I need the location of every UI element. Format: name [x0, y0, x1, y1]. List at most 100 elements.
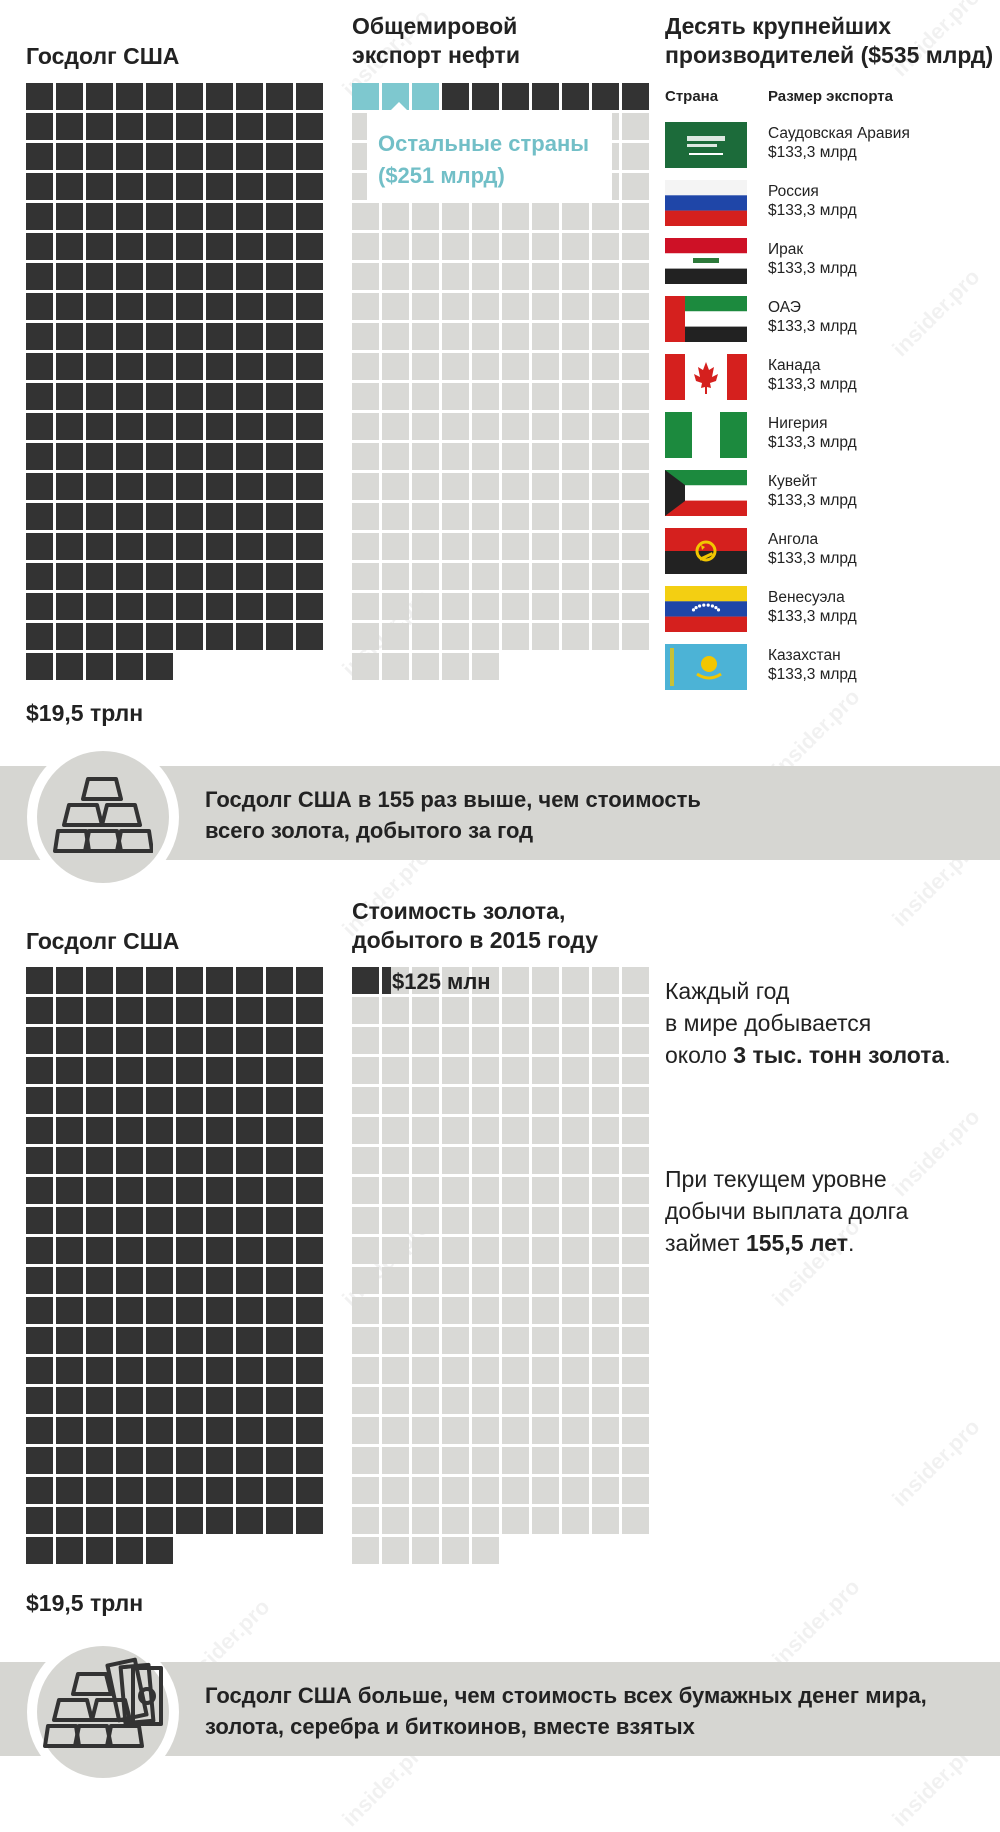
section1-middle-title-line2: экспорт нефти: [352, 42, 520, 68]
gold-cell: [472, 1387, 499, 1414]
debt-cell: [266, 1327, 293, 1354]
oil-cell: [502, 533, 529, 560]
debt-cell: [176, 413, 203, 440]
section2-left-title: Госдолг США: [26, 928, 180, 954]
debt-cell: [266, 383, 293, 410]
callout-line2: ($251 млрд): [378, 163, 505, 188]
country-name: Кувейт: [768, 473, 818, 490]
gold-cell: [592, 1117, 619, 1144]
debt-cell: [296, 1447, 323, 1474]
oil-cell: [502, 83, 529, 110]
gold-cell: [352, 1057, 379, 1084]
oil-cell: [412, 533, 439, 560]
debt-cell: [56, 623, 83, 650]
gold-cell: [622, 1357, 649, 1384]
gold-cell: [592, 1177, 619, 1204]
debt-cell: [296, 1087, 323, 1114]
oil-cell: [532, 83, 559, 110]
gold-cell: [532, 1177, 559, 1204]
oil-cell: [502, 353, 529, 380]
oil-cell: [532, 353, 559, 380]
gold-cell: [352, 1237, 379, 1264]
gold-and-money-icon: [43, 1657, 163, 1748]
debt-cell: [176, 623, 203, 650]
country-name: Венесуэла: [768, 589, 845, 606]
debt-cell: [206, 1507, 233, 1534]
debt-cell: [296, 1357, 323, 1384]
debt-cell: [266, 1267, 293, 1294]
gold-cell: [502, 1057, 529, 1084]
debt-cell: [176, 967, 203, 994]
gold-cell: [352, 997, 379, 1024]
debt-cell: [236, 1387, 263, 1414]
debt-cell: [56, 1417, 83, 1444]
debt-cell: [116, 143, 143, 170]
gold-cell: [352, 1297, 379, 1324]
debt-cell: [266, 1177, 293, 1204]
gold-cell: [532, 1027, 559, 1054]
debt-cell: [296, 1297, 323, 1324]
debt-cell: [116, 623, 143, 650]
gold-cell: [592, 1477, 619, 1504]
gold-cell: [592, 1447, 619, 1474]
oil-cell: [532, 593, 559, 620]
oil-cell: [532, 563, 559, 590]
debt-cell: [296, 173, 323, 200]
oil-cell: [562, 623, 589, 650]
gold-cell: [502, 1087, 529, 1114]
debt-cell: [146, 143, 173, 170]
debt-cell: [206, 233, 233, 260]
gold-cell-partial: [382, 967, 391, 994]
oil-cell: [472, 203, 499, 230]
debt-cell: [86, 1537, 113, 1564]
gold-cell: [622, 1387, 649, 1414]
gold-cell: [622, 1177, 649, 1204]
debt-cell: [176, 473, 203, 500]
oil-cell: [472, 593, 499, 620]
oil-cell: [352, 263, 379, 290]
gold-cell: [442, 1177, 469, 1204]
oil-cell: [412, 353, 439, 380]
debt-cell: [206, 563, 233, 590]
debt-cell: [26, 1537, 53, 1564]
gold-cell: [592, 1087, 619, 1114]
debt-cell: [26, 1507, 53, 1534]
oil-cell: [502, 293, 529, 320]
gold-cell: [592, 1297, 619, 1324]
debt-cell: [296, 1027, 323, 1054]
debt-cell: [296, 293, 323, 320]
oil-cell: [562, 443, 589, 470]
debt-cell: [116, 203, 143, 230]
gold-cell: [382, 1147, 409, 1174]
debt-cell: [206, 1417, 233, 1444]
country-entry: Саудовская Аравия $133,3 млрд: [768, 124, 910, 162]
oil-cell: [622, 503, 649, 530]
gold-cell: [382, 1297, 409, 1324]
oil-cell: [502, 323, 529, 350]
gold-cell: [382, 1057, 409, 1084]
debt-cell: [116, 1537, 143, 1564]
debt-cell: [176, 353, 203, 380]
debt-cell: [206, 353, 233, 380]
debt-cell: [176, 1237, 203, 1264]
oil-cell: [442, 233, 469, 260]
debt-cell: [236, 443, 263, 470]
debt-cell: [236, 1267, 263, 1294]
saudi-arabia-flag: [665, 122, 747, 168]
debt-cell: [176, 563, 203, 590]
oil-cell: [412, 83, 439, 110]
country-entry: Нигерия $133,3 млрд: [768, 414, 857, 452]
debt-cell: [56, 653, 83, 680]
debt-cell: [26, 1447, 53, 1474]
oil-cell: [412, 263, 439, 290]
debt-cell: [206, 143, 233, 170]
gold-cell: [622, 1087, 649, 1114]
oil-cell: [622, 323, 649, 350]
debt-cell: [176, 1177, 203, 1204]
debt-cell: [146, 173, 173, 200]
debt-cell: [26, 263, 53, 290]
gold-cell: [412, 1087, 439, 1114]
gold-cell: [442, 1027, 469, 1054]
gold-cell: [502, 1357, 529, 1384]
oil-cell: [592, 233, 619, 260]
